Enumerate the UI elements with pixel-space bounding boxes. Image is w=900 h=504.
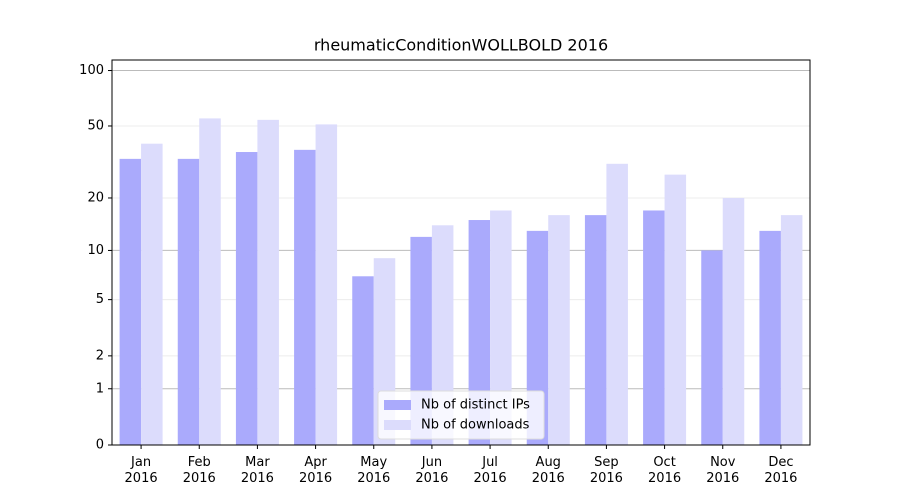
bar — [643, 210, 665, 445]
plot-frame — [111, 59, 811, 446]
bar — [759, 230, 781, 445]
chart-title: rheumaticConditionWOLLBOLD 2016 — [314, 36, 608, 55]
x-tick-label: Apr 2016 — [299, 455, 332, 486]
legend-box — [377, 390, 545, 440]
y-tick-label: 10 — [87, 243, 104, 258]
y-tick-label: 0 — [96, 438, 104, 453]
y-tick-label: 1 — [96, 381, 104, 396]
bar — [235, 152, 258, 445]
legend-swatch — [384, 420, 411, 430]
x-tick-label: Feb 2016 — [183, 455, 216, 486]
y-tick-label: 2 — [96, 348, 104, 363]
legend: Nb of distinct IPs Nb of downloads — [377, 390, 545, 440]
bar — [490, 210, 512, 445]
x-tick-label: Dec 2016 — [764, 455, 797, 486]
x-tick-label: Oct 2016 — [648, 455, 681, 486]
bar — [431, 225, 454, 445]
x-tick-label: Jan 2016 — [125, 455, 158, 486]
bar — [199, 118, 221, 446]
bar — [664, 174, 687, 445]
y-tick-label: 5 — [96, 292, 104, 307]
bar — [257, 119, 279, 445]
bar — [141, 143, 163, 446]
bar — [548, 215, 570, 445]
bar — [177, 158, 200, 445]
bar — [294, 149, 316, 445]
y-tick-label: 50 — [87, 118, 104, 133]
bar — [119, 158, 142, 445]
x-tick-label: Nov 2016 — [706, 455, 739, 486]
y-tick-label: 100 — [79, 63, 104, 78]
y-tick-label: 20 — [87, 190, 104, 205]
bar — [722, 197, 745, 445]
bar — [315, 124, 338, 446]
bar — [780, 215, 803, 445]
legend-label: Nb of downloads — [421, 418, 530, 433]
legend-swatch — [384, 400, 411, 410]
x-tick-label: May 2016 — [357, 455, 390, 486]
x-tick-label: Mar 2016 — [241, 455, 274, 486]
bar — [606, 163, 628, 445]
axes: 0 1 2 5 10 20 50 100 Jan 2016 Feb 2016 Mar 2016 Apr 201… — [79, 63, 797, 485]
bar — [352, 276, 374, 445]
bar — [584, 215, 607, 445]
legend-label: Nb of distinct IPs — [421, 398, 530, 413]
x-tick-label: Jul 2016 — [474, 455, 507, 486]
x-tick-label: Sep 2016 — [590, 455, 623, 486]
x-tick-label: Aug 2016 — [532, 455, 565, 486]
bar — [701, 250, 723, 445]
x-tick-label: Jun 2016 — [415, 455, 448, 486]
bar — [468, 220, 491, 445]
